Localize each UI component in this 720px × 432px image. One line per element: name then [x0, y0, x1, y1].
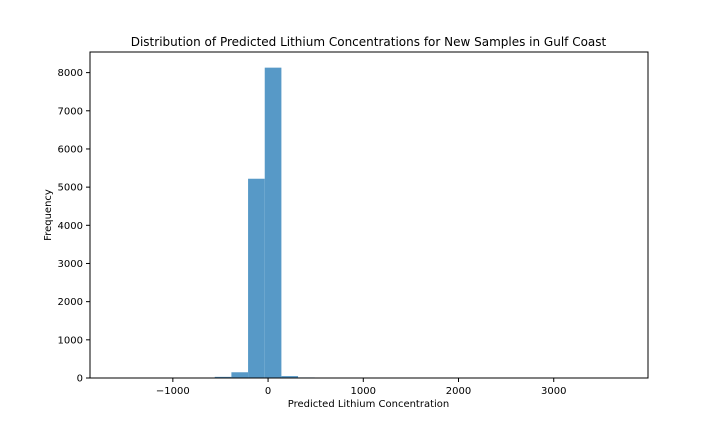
x-tick-label: 0 [265, 386, 271, 397]
histogram-bar-9 [264, 67, 282, 378]
x-axis-ticks: −1000 0 1000 2000 3000 [156, 378, 566, 397]
x-tick-label: 1000 [351, 386, 376, 397]
x-tick-label: −1000 [156, 386, 190, 397]
plot-frame [89, 51, 649, 379]
y-tick-label: 0 [77, 374, 83, 385]
x-axis-label: Predicted Lithium Concentration [288, 399, 450, 410]
y-tick-label: 1000 [58, 335, 83, 346]
y-tick-label: 3000 [58, 259, 83, 270]
y-tick-label: 6000 [58, 144, 83, 155]
histogram-bar-6 [214, 376, 232, 378]
x-tick-label: 3000 [541, 386, 566, 397]
y-tick-label: 8000 [58, 68, 83, 79]
y-tick-label: 4000 [58, 221, 83, 232]
x-tick-label: 2000 [446, 386, 471, 397]
histogram-bar-8 [248, 178, 265, 378]
histogram-bar-10 [281, 376, 299, 378]
bars-group [114, 67, 615, 378]
y-axis-ticks: 0 1000 2000 3000 4000 5000 6000 7000 8000 [58, 68, 90, 385]
histogram-bar-7 [231, 372, 249, 378]
y-axis-label: Frequency [43, 189, 54, 241]
y-tick-label: 7000 [58, 106, 83, 117]
y-tick-label: 2000 [58, 297, 83, 308]
y-tick-label: 5000 [58, 183, 83, 194]
chart-title: Distribution of Predicted Lithium Concen… [131, 35, 607, 49]
